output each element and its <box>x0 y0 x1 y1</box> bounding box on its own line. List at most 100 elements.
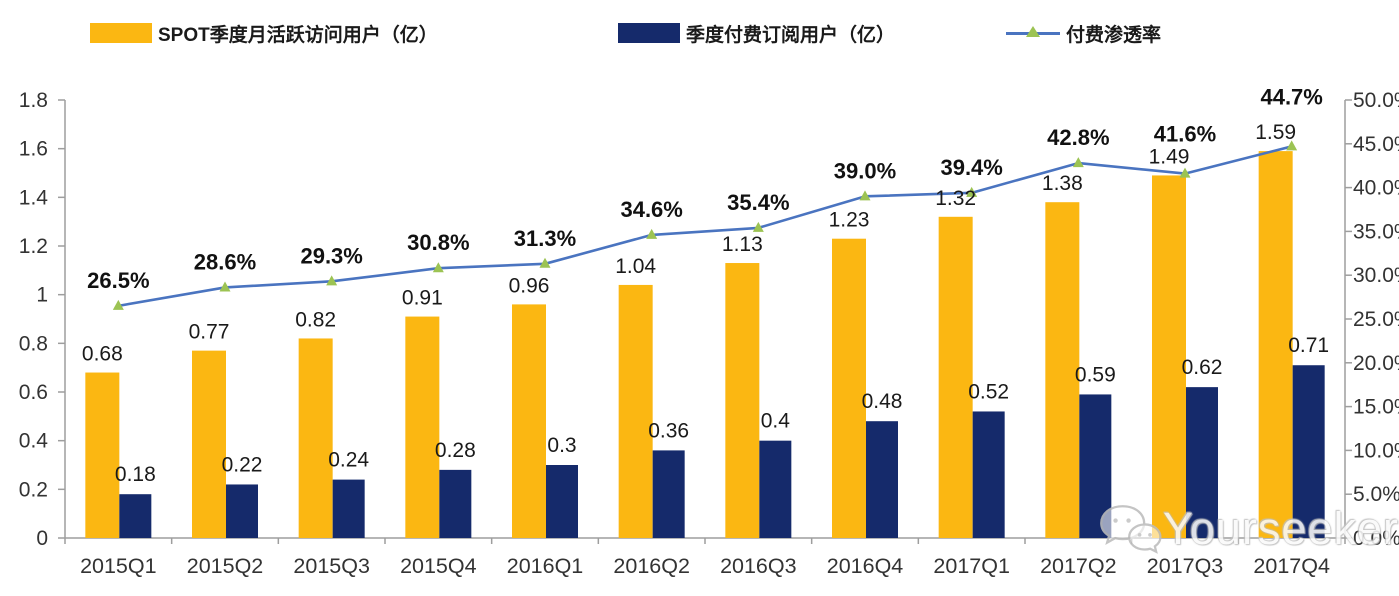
penetration-label-2017Q4: 44.7% <box>1260 84 1322 109</box>
right-axis-tick-label: 20.0% <box>1353 352 1399 375</box>
subscribers-value-label-2017Q2: 0.59 <box>1075 363 1116 386</box>
legend-label-penetration: 付费渗透率 <box>1066 24 1162 46</box>
x-axis-label-2016Q3: 2016Q3 <box>720 554 797 578</box>
subscribers-swatch-icon <box>618 23 680 43</box>
subscribers-bar-2015Q2 <box>226 484 258 538</box>
mau-bar-2015Q1 <box>85 372 120 538</box>
watermark: Yourseeker <box>1098 494 1399 564</box>
legend-label-subscribers: 季度付费订阅用户（亿） <box>686 24 896 46</box>
right-axis-tick-label: 15.0% <box>1353 396 1399 419</box>
mau-value-label-2016Q1: 0.96 <box>509 274 550 297</box>
subscribers-bar-2017Q4 <box>1292 365 1325 538</box>
mau-bar-2015Q2 <box>192 350 226 538</box>
subscribers-value-label-2015Q2: 0.22 <box>222 453 263 476</box>
mau-value-label-2017Q3: 1.49 <box>1149 145 1190 168</box>
legend-item-subscribers: 季度付费订阅用户（亿） <box>618 20 895 46</box>
mau-bar-2016Q4 <box>832 238 866 538</box>
x-axis-label-2015Q3: 2015Q3 <box>293 554 370 578</box>
penetration-label-2017Q1: 39.4% <box>940 155 1002 180</box>
penetration-marker-2017Q3 <box>1179 167 1191 178</box>
mau-value-label-2016Q4: 1.23 <box>829 209 870 232</box>
penetration-marker-2017Q1 <box>966 186 978 197</box>
penetration-label-2015Q1: 26.5% <box>87 268 149 293</box>
x-axis-label-2015Q4: 2015Q4 <box>400 554 477 578</box>
left-axis-tick-label: 0.6 <box>19 381 48 404</box>
subscribers-value-label-2016Q1: 0.3 <box>547 434 576 457</box>
subscribers-bar-2015Q4 <box>439 469 472 538</box>
left-axis-tick-label: 1.8 <box>19 89 48 112</box>
mau-value-label-2017Q4: 1.59 <box>1255 121 1296 144</box>
penetration-label-2017Q3: 41.6% <box>1154 122 1216 147</box>
subscribers-bar-2016Q2 <box>652 450 685 538</box>
mau-value-label-2016Q2: 1.04 <box>615 255 656 278</box>
penetration-label-2015Q3: 29.3% <box>300 243 362 268</box>
x-axis-label-2017Q1: 2017Q1 <box>933 554 1010 578</box>
right-axis-tick-label: 40.0% <box>1353 177 1399 200</box>
penetration-marker-2016Q3 <box>752 221 764 232</box>
subscribers-value-label-2017Q3: 0.62 <box>1182 356 1223 379</box>
mau-bar-2017Q3 <box>1152 175 1186 538</box>
right-axis-tick-label: 0.0% <box>1353 527 1399 550</box>
mau-bar-2016Q1 <box>512 304 546 538</box>
legend-item-penetration: 付费渗透率 <box>1006 20 1161 46</box>
mau-bar-2016Q2 <box>618 284 653 538</box>
penetration-marker-2015Q4 <box>432 262 444 273</box>
left-axis-tick-label: 0.8 <box>19 332 48 355</box>
subscribers-bar-2015Q1 <box>119 494 152 538</box>
mau-bar-2017Q2 <box>1045 202 1080 538</box>
left-axis-tick-label: 1 <box>36 284 48 307</box>
right-axis-tick-label: 25.0% <box>1353 308 1399 331</box>
penetration-label-2017Q2: 42.8% <box>1047 125 1109 150</box>
left-axis-tick-label: 0.4 <box>19 430 49 453</box>
legend-item-mau: SPOT季度月活跃访问用户（亿） <box>90 20 438 46</box>
x-axis-label-2015Q1: 2015Q1 <box>80 554 157 578</box>
legend-label-mau: SPOT季度月活跃访问用户（亿） <box>158 24 438 46</box>
x-axis-label-2016Q4: 2016Q4 <box>827 554 904 578</box>
subscribers-bar-2017Q3 <box>1186 387 1218 538</box>
left-axis-tick-label: 0.2 <box>19 478 48 501</box>
subscribers-bar-2016Q1 <box>546 465 578 538</box>
subscribers-value-label-2017Q4: 0.71 <box>1288 334 1329 357</box>
right-axis-tick-label: 50.0% <box>1353 89 1399 112</box>
penetration-marker-2016Q1 <box>539 257 551 268</box>
left-axis-tick-label: 1.2 <box>19 235 48 258</box>
mau-swatch-icon <box>90 23 152 43</box>
right-axis-tick-label: 5.0% <box>1353 483 1399 506</box>
subscribers-value-label-2015Q1: 0.18 <box>115 463 156 486</box>
x-axis-label-2016Q1: 2016Q1 <box>507 554 584 578</box>
penetration-marker-2016Q4 <box>859 190 871 201</box>
watermark-text: Yourseeker <box>1163 503 1399 554</box>
right-axis-tick-label: 45.0% <box>1353 133 1399 156</box>
mau-bar-2016Q3 <box>725 263 760 538</box>
penetration-marker-2017Q4 <box>1286 140 1298 151</box>
subscribers-value-label-2015Q4: 0.28 <box>435 439 476 462</box>
subscribers-bar-2016Q3 <box>759 440 792 538</box>
left-axis-tick-label: 1.6 <box>19 138 48 161</box>
x-axis-label-2015Q2: 2015Q2 <box>187 554 264 578</box>
x-axis-label-2017Q4: 2017Q4 <box>1253 554 1330 578</box>
penetration-label-2016Q4: 39.0% <box>834 158 896 183</box>
subscribers-bar-2017Q1 <box>972 411 1005 538</box>
penetration-label-2016Q1: 31.3% <box>514 226 576 251</box>
penetration-marker-2015Q2 <box>219 281 231 292</box>
subscribers-value-label-2017Q1: 0.52 <box>968 380 1009 403</box>
wechat-icon <box>1100 505 1162 554</box>
subscribers-bar-2016Q4 <box>866 421 898 538</box>
penetration-label-2015Q4: 30.8% <box>407 230 469 255</box>
mau-bar-2017Q4 <box>1258 151 1293 538</box>
mau-bar-2017Q1 <box>938 216 973 539</box>
x-axis-label-2017Q3: 2017Q3 <box>1147 554 1224 578</box>
penetration-line-swatch-icon <box>1006 23 1060 43</box>
x-axis-label-2016Q2: 2016Q2 <box>613 554 690 578</box>
penetration-marker-2015Q1 <box>112 299 124 310</box>
mau-value-label-2015Q2: 0.77 <box>189 321 230 344</box>
penetration-label-2016Q3: 35.4% <box>727 190 789 215</box>
mau-value-label-2015Q4: 0.91 <box>402 287 443 310</box>
x-axis-label-2017Q2: 2017Q2 <box>1040 554 1117 578</box>
subscribers-value-label-2016Q4: 0.48 <box>862 390 903 413</box>
subscribers-value-label-2015Q3: 0.24 <box>328 449 369 472</box>
mau-value-label-2015Q3: 0.82 <box>295 308 336 331</box>
left-axis-tick-label: 1.4 <box>19 186 49 209</box>
